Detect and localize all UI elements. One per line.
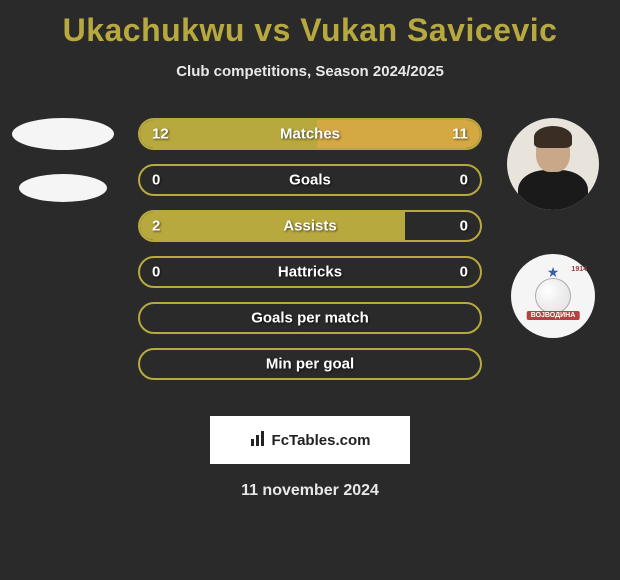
stat-bar-min-per-goal: Min per goal	[138, 348, 482, 380]
team2-logo: ★ 1914 ВОЈВОДИНА	[511, 254, 595, 338]
player2-avatar	[507, 118, 599, 210]
stat-bar-goals: 00Goals	[138, 164, 482, 196]
bar-label: Goals per match	[140, 310, 480, 327]
left-player-column	[8, 118, 118, 202]
right-player-column: ★ 1914 ВОЈВОДИНА	[498, 118, 608, 338]
stat-bar-goals-per-match: Goals per match	[138, 302, 482, 334]
bar-label: Goals	[140, 172, 480, 189]
comparison-content: ★ 1914 ВОЈВОДИНА 1211Matches 00Goals 20Ass…	[0, 118, 620, 398]
site-badge: FcTables.com	[210, 416, 410, 464]
stat-bar-hattricks: 00Hattricks	[138, 256, 482, 288]
player1-placeholder-icon	[12, 118, 114, 150]
chart-icon	[250, 429, 268, 452]
site-name: FcTables.com	[272, 432, 371, 449]
stat-bar-assists: 20Assists	[138, 210, 482, 242]
bar-label: Min per goal	[140, 356, 480, 373]
stat-bar-matches: 1211Matches	[138, 118, 482, 150]
page-title: Ukachukwu vs Vukan Savicevic	[0, 0, 620, 49]
bar-label: Matches	[140, 126, 480, 143]
stat-bars: 1211Matches 00Goals 20Assists 00Hattricks Go…	[138, 118, 482, 380]
team1-placeholder-icon	[19, 174, 107, 202]
logo-year: 1914	[571, 266, 587, 273]
footer-date: 11 november 2024	[0, 482, 620, 500]
logo-banner: ВОЈВОДИНА	[527, 311, 580, 320]
ball-icon	[535, 278, 571, 314]
page-subtitle: Club competitions, Season 2024/2025	[0, 63, 620, 80]
bar-label: Hattricks	[140, 264, 480, 281]
bar-label: Assists	[140, 218, 480, 235]
